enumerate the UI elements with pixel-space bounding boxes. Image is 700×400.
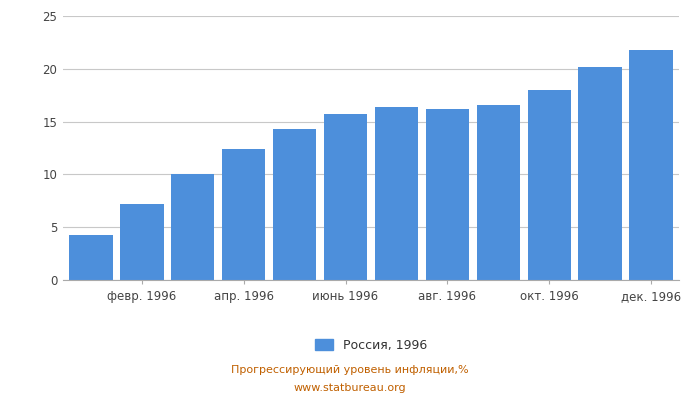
Bar [578,67,622,280]
Bar [426,109,469,280]
Bar [172,174,214,280]
Bar [528,90,570,280]
Bar [324,114,368,280]
Bar [374,107,418,280]
Text: www.statbureau.org: www.statbureau.org [294,383,406,393]
Legend: Россия, 1996: Россия, 1996 [309,334,433,357]
Bar [629,50,673,280]
Bar [120,204,164,280]
Text: Прогрессирующий уровень инфляции,%: Прогрессирующий уровень инфляции,% [231,365,469,375]
Bar [222,149,265,280]
Bar [273,129,316,280]
Bar [69,234,113,280]
Bar [477,105,520,280]
